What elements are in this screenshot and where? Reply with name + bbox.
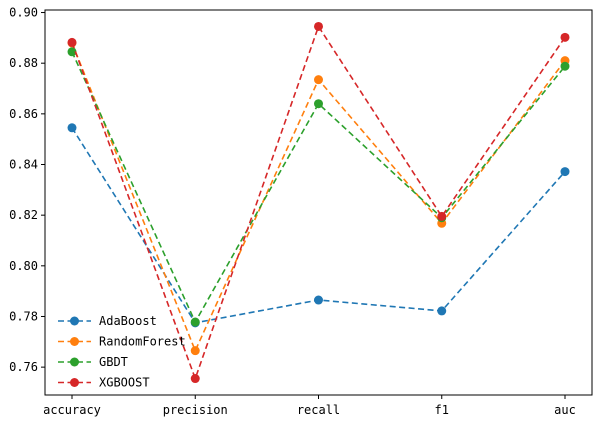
series-line [71, 24, 566, 381]
legend-marker [70, 337, 79, 346]
x-axis: accuracy precision recall f1 auc [43, 395, 576, 417]
data-point-recall [314, 75, 323, 85]
x-tick-label-accuracy: accuracy [43, 403, 101, 417]
legend-marker [70, 316, 79, 326]
y-tick-label: 0.80 [9, 259, 38, 273]
legend-label: GBDT [99, 355, 128, 369]
x-tick-label-recall: recall [297, 403, 340, 417]
data-point-accuracy [67, 47, 77, 57]
data-point-precision [190, 374, 200, 384]
series-xgboost [67, 21, 570, 384]
legend-item-xgboost: XGBOOST [58, 376, 150, 390]
x-tick-label-f1: f1 [435, 403, 449, 417]
legend: AdaBoost RandomForest GBDT XGBOOST [58, 314, 186, 390]
legend-label: AdaBoost [99, 314, 157, 328]
legend-marker [70, 378, 79, 387]
y-axis: 0.76 0.78 0.80 0.82 0.84 0.86 0.88 0.90 [9, 6, 45, 374]
legend-label: XGBOOST [99, 376, 150, 390]
data-point-recall [314, 295, 323, 305]
legend-marker [70, 357, 79, 367]
data-point-auc [560, 167, 570, 177]
data-point-precision [190, 317, 200, 327]
data-point-precision [190, 346, 200, 356]
y-tick-label: 0.88 [9, 56, 38, 70]
y-tick-label: 0.78 [9, 309, 38, 323]
legend-item-gbdt: GBDT [58, 355, 128, 369]
x-tick-label-precision: precision [163, 403, 228, 417]
series-line [71, 51, 566, 324]
y-tick-label: 0.84 [9, 158, 38, 172]
series-lines [67, 21, 570, 384]
data-point-auc [560, 32, 570, 42]
data-point-accuracy [67, 37, 77, 47]
data-point-accuracy [67, 123, 77, 133]
series-gbdt [67, 47, 570, 327]
x-tick-label-auc: auc [554, 403, 576, 417]
y-tick-label: 0.76 [9, 360, 38, 374]
data-point-recall [314, 99, 323, 109]
y-tick-label: 0.82 [9, 208, 38, 222]
data-point-recall [314, 21, 323, 31]
y-tick-label: 0.86 [9, 107, 38, 121]
legend-item-adaboost: AdaBoost [58, 314, 157, 328]
data-point-f1 [437, 306, 447, 316]
legend-label: RandomForest [99, 335, 186, 349]
data-point-auc [560, 61, 570, 71]
data-point-f1 [437, 211, 447, 221]
legend-item-randomforest: RandomForest [58, 335, 186, 349]
y-tick-label: 0.90 [9, 6, 38, 20]
